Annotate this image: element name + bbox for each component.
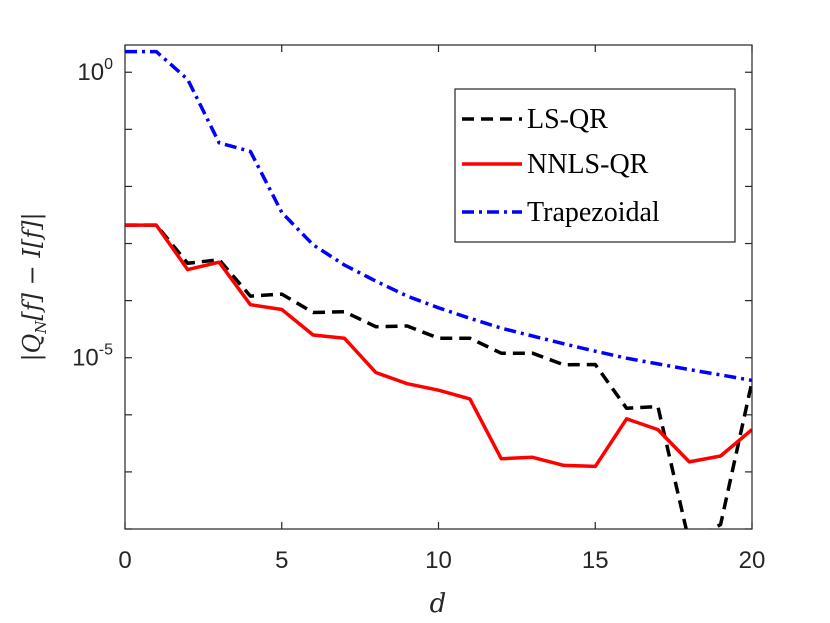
legend-label-nnls-qr: NNLS-QR [527, 149, 649, 180]
x-tick-label: 0 [118, 547, 131, 574]
series-line-nnls-qr [125, 223, 752, 469]
legend-label-ls-qr: LS-QR [527, 104, 608, 135]
x-tick-label: 5 [275, 547, 288, 574]
y-tick-label: 10-5 [72, 342, 113, 372]
y-tick-label: 100 [77, 56, 113, 86]
x-tick-label: 10 [425, 547, 452, 574]
y-axis-label-rest: [f] − I[f]| [18, 212, 47, 320]
y-axis-label-open: |Q [18, 334, 47, 362]
series-line-trapezoidal [125, 49, 752, 383]
x-tick-label: 15 [582, 547, 609, 574]
series-layer [125, 49, 752, 529]
x-axis-label: d [430, 589, 447, 619]
legend-label-trapezoidal: Trapezoidal [527, 197, 660, 228]
x-tick-label: 20 [739, 547, 766, 574]
y-axis-label: |QN[f] − I[f]| [18, 212, 50, 361]
legend: LS-QR NNLS-QR Trapezoidal [454, 88, 736, 243]
x-tick-labels: 0 5 10 15 20 [118, 547, 765, 574]
y-tick-labels: 100 10-5 [72, 56, 113, 371]
plot-frame [124, 44, 753, 530]
y-axis-label-sub: N [32, 320, 50, 335]
series-line-ls-qr [125, 223, 752, 529]
